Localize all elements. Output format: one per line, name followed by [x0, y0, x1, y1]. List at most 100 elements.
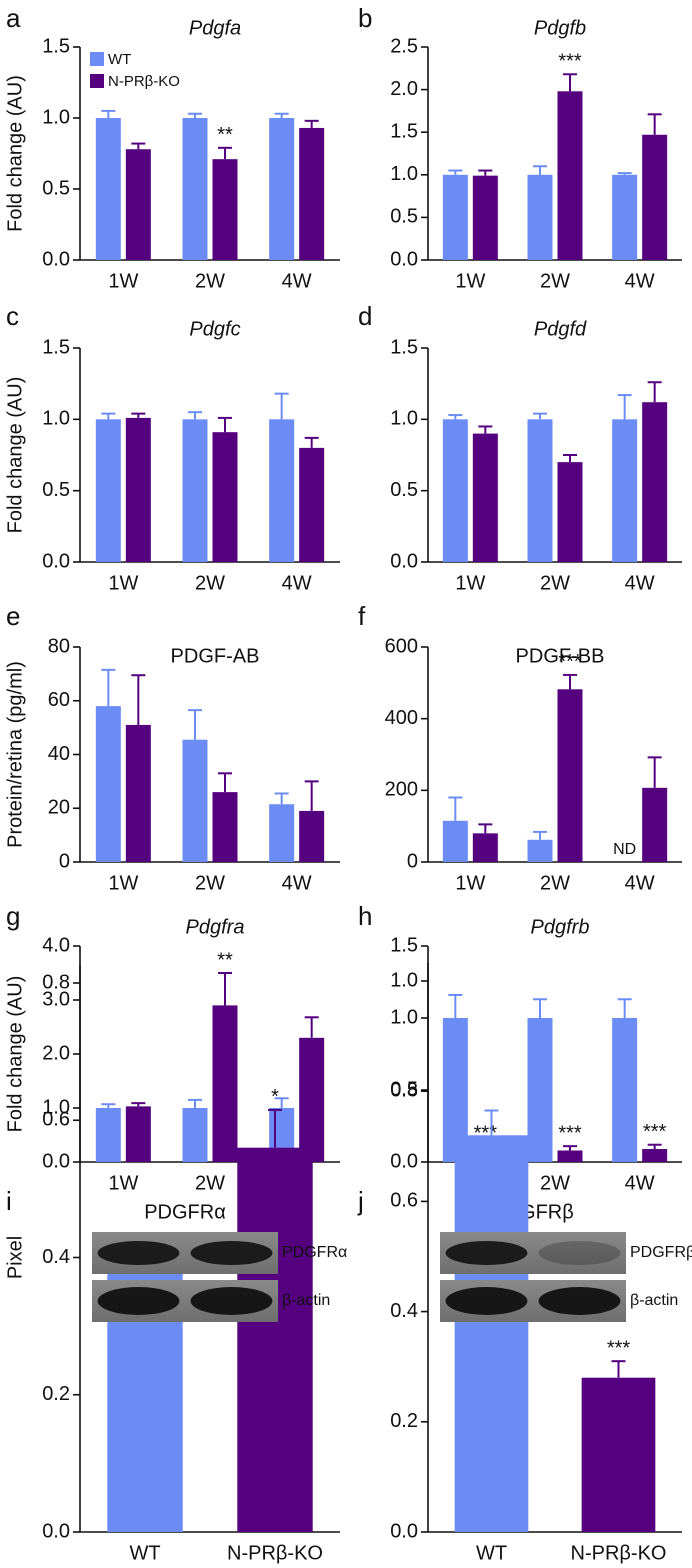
- bar: [269, 804, 295, 862]
- panel-letter: f: [358, 601, 366, 631]
- blot-band: [190, 1241, 273, 1265]
- y-tick-label: 1.0: [390, 1006, 418, 1028]
- legend-label: WT: [108, 51, 131, 68]
- bar: [612, 419, 638, 562]
- y-tick-label: 2.0: [390, 78, 418, 100]
- panel-letter: g: [6, 901, 20, 931]
- bar: [299, 447, 325, 562]
- bar: [612, 174, 638, 260]
- x-tick-label: 4W: [625, 1172, 655, 1194]
- panel-title: Pdgfra: [186, 916, 245, 938]
- bar: [237, 1147, 313, 1532]
- bar: [95, 706, 121, 862]
- blot-band: [538, 1241, 621, 1265]
- y-tick-label: 1.0: [390, 163, 418, 185]
- panel-letter: e: [6, 601, 20, 631]
- annotation: ***: [558, 1122, 582, 1144]
- bar: [95, 1108, 121, 1162]
- bar: [642, 787, 668, 862]
- panel-title: Pdgfb: [534, 17, 586, 39]
- bar: [212, 1005, 238, 1162]
- bar: [472, 433, 498, 562]
- x-tick-label: 2W: [540, 572, 570, 594]
- bar: [557, 91, 583, 260]
- panel-letter: h: [358, 901, 372, 931]
- panel-title: PDGF-BB: [516, 645, 605, 667]
- blot-band: [445, 1287, 528, 1315]
- x-tick-label: 1W: [108, 572, 138, 594]
- y-tick-label: 0.4: [42, 1246, 70, 1268]
- y-tick-label: 2.5: [390, 35, 418, 57]
- blot-label: PDGFRβ: [630, 1244, 692, 1261]
- x-tick-label: 2W: [195, 270, 225, 292]
- y-tick-label: 0.0: [390, 248, 418, 270]
- legend-swatch: [90, 52, 104, 66]
- y-axis-label: Pixel: [4, 1236, 26, 1279]
- bar: [527, 419, 553, 562]
- bar: [182, 739, 208, 862]
- x-tick-label: 2W: [195, 1172, 225, 1194]
- bar: [182, 118, 208, 260]
- annotation: *: [271, 1086, 279, 1108]
- y-tick-label: 0.5: [390, 479, 418, 501]
- y-tick-label: 0.0: [42, 550, 70, 572]
- y-tick-label: 0.6: [390, 1190, 418, 1212]
- y-tick-label: 0.5: [390, 206, 418, 228]
- x-tick-label: 4W: [625, 572, 655, 594]
- bar: [299, 810, 325, 862]
- bar: [182, 1108, 208, 1162]
- x-tick-label: 2W: [195, 872, 225, 894]
- panel-letter: b: [358, 3, 372, 33]
- y-tick-label: 0.8: [390, 1079, 418, 1101]
- panel-letter: c: [6, 301, 19, 331]
- bar: [299, 127, 325, 260]
- bar: [442, 820, 468, 862]
- bar: [182, 419, 208, 562]
- bar: [95, 419, 121, 562]
- panel-letter: j: [357, 1186, 364, 1216]
- y-tick-label: 400: [385, 707, 418, 729]
- bar: [557, 462, 583, 562]
- panel-letter: d: [358, 301, 372, 331]
- y-tick-label: 0.0: [390, 550, 418, 572]
- y-tick-label: 0.0: [42, 248, 70, 270]
- y-axis-label: Fold change (AU): [4, 377, 26, 534]
- x-tick-label: 2W: [195, 572, 225, 594]
- x-tick-label: 4W: [625, 872, 655, 894]
- bar: [527, 1018, 553, 1162]
- y-axis-label: Fold change (AU): [4, 75, 26, 232]
- bar: [299, 1037, 325, 1162]
- bar: [95, 118, 121, 260]
- y-tick-label: 1.0: [42, 106, 70, 128]
- y-tick-label: 0.8: [42, 971, 70, 993]
- y-tick-label: 0.5: [390, 1078, 418, 1100]
- bar: [269, 419, 295, 562]
- annotation: ***: [643, 1121, 667, 1143]
- x-tick-label: 4W: [282, 270, 312, 292]
- y-tick-label: 1.5: [390, 934, 418, 956]
- bar: [125, 724, 151, 862]
- y-tick-label: 2.0: [42, 1042, 70, 1064]
- bar: [212, 432, 238, 562]
- bar: [212, 159, 238, 260]
- blot-band: [97, 1241, 180, 1265]
- x-tick-label: 4W: [625, 270, 655, 292]
- bar: [581, 1377, 656, 1532]
- y-tick-label: 0.2: [390, 1410, 418, 1432]
- bar: [642, 1149, 668, 1162]
- blot-label: PDGFRα: [282, 1244, 347, 1261]
- bar: [125, 417, 151, 562]
- annotation: ***: [558, 651, 582, 673]
- panel-title: Pdgfa: [189, 17, 241, 39]
- y-tick-label: 1.0: [390, 969, 418, 991]
- y-tick-label: 0.0: [390, 1520, 418, 1542]
- y-tick-label: 1.5: [42, 336, 70, 358]
- legend-swatch: [90, 74, 104, 88]
- x-tick-label: WT: [129, 1542, 160, 1564]
- y-tick-label: 80: [48, 635, 70, 657]
- y-tick-label: 0.0: [42, 1150, 70, 1172]
- bar: [442, 419, 468, 562]
- y-tick-label: 0.5: [42, 479, 70, 501]
- bar: [642, 402, 668, 562]
